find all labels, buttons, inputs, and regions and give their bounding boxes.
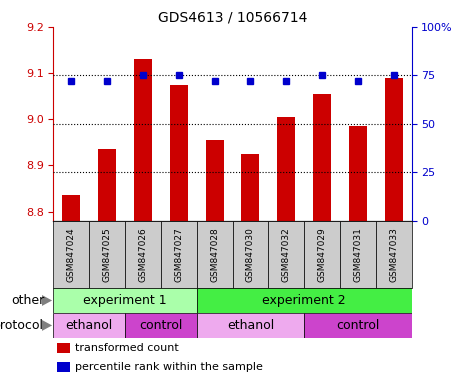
Bar: [125, 221, 161, 288]
Bar: [53, 313, 125, 338]
Text: GSM847032: GSM847032: [282, 227, 291, 282]
Text: protocol: protocol: [0, 319, 44, 332]
Polygon shape: [42, 320, 52, 331]
Bar: [268, 221, 304, 288]
Bar: [277, 117, 295, 221]
Text: control: control: [139, 319, 183, 332]
Polygon shape: [42, 295, 52, 306]
Bar: [385, 78, 403, 221]
Bar: [125, 313, 197, 338]
Bar: [53, 221, 89, 288]
Bar: [197, 288, 412, 313]
Bar: [206, 140, 224, 221]
Bar: [232, 221, 268, 288]
Bar: [53, 288, 197, 313]
Text: ethanol: ethanol: [66, 319, 113, 332]
Bar: [170, 84, 188, 221]
Bar: [340, 221, 376, 288]
Text: GSM847024: GSM847024: [67, 227, 76, 282]
Text: GSM847028: GSM847028: [210, 227, 219, 282]
Bar: [134, 59, 152, 221]
Text: GSM847027: GSM847027: [174, 227, 183, 282]
Text: transformed count: transformed count: [75, 343, 179, 353]
Text: percentile rank within the sample: percentile rank within the sample: [75, 362, 263, 372]
Text: GSM847031: GSM847031: [353, 227, 362, 282]
Text: other: other: [11, 294, 44, 307]
Text: ethanol: ethanol: [227, 319, 274, 332]
Text: experiment 1: experiment 1: [83, 294, 167, 307]
Bar: [376, 221, 412, 288]
Bar: [313, 94, 331, 221]
Bar: [161, 221, 197, 288]
Text: GSM847026: GSM847026: [139, 227, 147, 282]
Bar: [304, 221, 340, 288]
Bar: [197, 313, 304, 338]
Bar: [89, 221, 125, 288]
Text: experiment 2: experiment 2: [262, 294, 346, 307]
Text: GSM847029: GSM847029: [318, 227, 326, 282]
Bar: [349, 126, 367, 221]
Bar: [241, 154, 259, 221]
Text: GSM847033: GSM847033: [389, 227, 398, 282]
Text: GSM847025: GSM847025: [103, 227, 112, 282]
Bar: [62, 195, 80, 221]
Bar: [98, 149, 116, 221]
Bar: [57, 343, 70, 353]
Text: GSM847030: GSM847030: [246, 227, 255, 282]
Bar: [197, 221, 232, 288]
Text: control: control: [336, 319, 379, 332]
Bar: [57, 362, 70, 372]
Bar: [304, 313, 412, 338]
Title: GDS4613 / 10566714: GDS4613 / 10566714: [158, 10, 307, 24]
